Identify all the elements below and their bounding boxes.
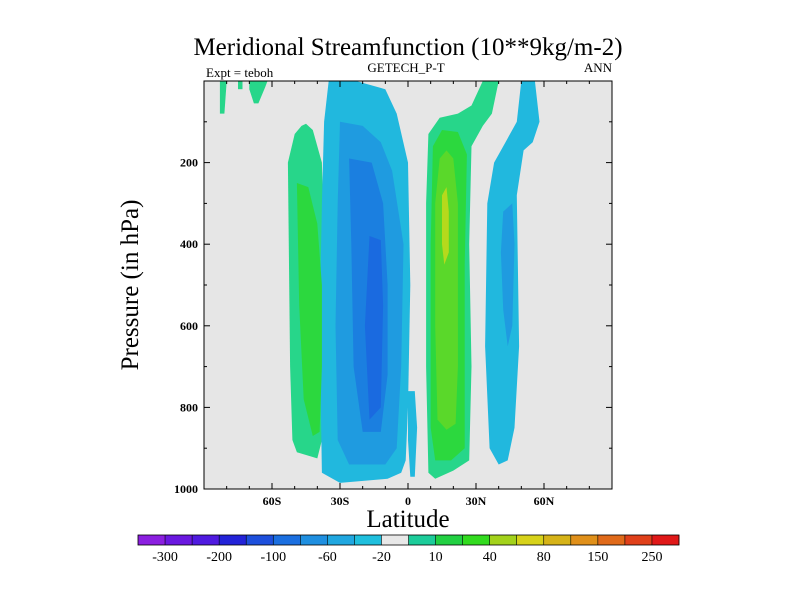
x-axis-label: Latitude xyxy=(366,506,449,533)
experiment-label: Expt = teboh xyxy=(206,65,274,80)
y-tick-label: 1000 xyxy=(174,482,198,496)
contour-ferrel-s-2 xyxy=(296,183,322,436)
contour-hadley-n-3 xyxy=(435,150,458,430)
colorbar-label: -100 xyxy=(260,550,286,565)
season-label: ANN xyxy=(584,60,613,75)
contour-regions xyxy=(219,81,540,483)
contour-hadley-n-4 xyxy=(442,187,449,265)
colorbar-swatch xyxy=(462,535,490,545)
x-tick-label: 60S xyxy=(263,494,282,508)
x-tick-label: 30N xyxy=(466,494,487,508)
colorbar-label: 10 xyxy=(429,550,443,565)
colorbar-label: 80 xyxy=(537,550,551,565)
contour-ferrel-n-2 xyxy=(500,203,515,347)
colorbar-swatch xyxy=(597,535,626,545)
colorbar-swatch xyxy=(246,535,274,545)
colorbar-swatch xyxy=(354,535,382,545)
colorbar-swatch xyxy=(624,535,653,545)
colorbar-swatch xyxy=(219,535,247,545)
colorbar-swatch xyxy=(300,535,328,545)
model-label: GETECH_P-T xyxy=(367,60,444,75)
y-axis-label: Pressure (in hPa) xyxy=(117,200,144,371)
x-tick-label: 0 xyxy=(405,494,411,508)
colorbar-swatch xyxy=(381,535,409,545)
x-tick-label: 30S xyxy=(331,494,350,508)
colorbar-label: -20 xyxy=(372,550,391,565)
colorbar-label: -200 xyxy=(206,550,232,565)
colorbar: -300 -200 -100 -60 -20 10 40 80 150 250 xyxy=(137,534,680,565)
colorbar-swatch xyxy=(435,535,463,545)
y-tick-label: 400 xyxy=(180,237,198,251)
contour-ross-top-c xyxy=(219,81,227,114)
colorbar-swatch xyxy=(327,535,355,545)
colorbar-label: 150 xyxy=(587,550,608,565)
chart-title: Meridional Streamfunction (10**9kg/m-2) xyxy=(193,34,622,61)
colorbar-swatch xyxy=(516,535,545,545)
colorbar-label: 40 xyxy=(483,550,497,565)
colorbar-swatch xyxy=(570,535,599,545)
y-tick-label: 200 xyxy=(180,156,198,170)
plot-axes: 200 400 600 800 1000 60S 30S 0 30N 60N xyxy=(174,80,613,508)
x-tick-label: 60N xyxy=(534,494,555,508)
colorbar-swatch xyxy=(651,535,680,545)
contour-hadley-s-5 xyxy=(408,391,418,477)
colorbar-label: -60 xyxy=(318,550,337,565)
colorbar-swatch xyxy=(138,535,166,545)
colorbar-label: 250 xyxy=(642,550,663,565)
colorbar-swatch xyxy=(408,535,436,545)
contour-hadley-s-4 xyxy=(364,236,384,420)
contour-ross-top-a xyxy=(238,81,243,90)
colorbar-label: -300 xyxy=(152,550,178,565)
colorbar-swatch xyxy=(489,535,517,545)
y-tick-label: 800 xyxy=(180,400,198,414)
y-tick-label: 600 xyxy=(180,319,198,333)
colorbar-swatch xyxy=(165,535,193,545)
contour-ross-top-b xyxy=(249,81,268,104)
colorbar-swatch xyxy=(192,535,220,545)
colorbar-swatch xyxy=(543,535,572,545)
colorbar-swatch xyxy=(273,535,301,545)
